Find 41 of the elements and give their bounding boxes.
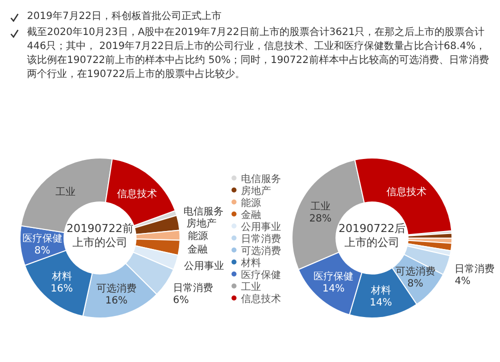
legend-label: 可选消费 — [241, 245, 281, 257]
data-label: 14% — [322, 283, 345, 294]
slice-label: 材料 — [370, 284, 391, 296]
slice-label: 能源 — [188, 230, 208, 242]
data-label: 8% — [407, 278, 424, 290]
slice-label: 可选消费 — [96, 282, 136, 295]
slice-label: 电信服务 — [184, 206, 224, 218]
slice-label: 材料 — [50, 270, 72, 283]
data-label: 8% — [34, 246, 50, 257]
slice-label: 公用事业 — [184, 260, 224, 272]
legend-label: 日常消费 — [241, 233, 281, 245]
legend-label: 能源 — [241, 197, 261, 209]
slice-label: 日常消费 — [454, 263, 495, 276]
legend-label: 医疗保健 — [241, 269, 281, 281]
legend-label: 电信服务 — [241, 173, 281, 185]
slice-label: 日常消费 — [172, 282, 213, 294]
text: 截至2020年10月23日，A股中在2019年7月22日前上市的股票合计3621只，在那之后上市的股票合计446只；其中， 2019年7月22日后上市的公司行业，信息技术、工业和医疗保健数量占比合计68.4%，该比例在190722前上市的样本中占比约 50%；同时，190722前样本中占比较高的可选消费、日常消费两个行业，在190722后上市的股票中占比较少。 — [27, 26, 490, 82]
data-label: 16% — [105, 296, 128, 307]
data-label: 16% — [50, 284, 73, 295]
legend-label: 金融 — [241, 209, 261, 221]
slice-label: 金融 — [187, 244, 208, 256]
text: 20190722前上市的公司 — [66, 222, 134, 249]
legend-label: 房地产 — [241, 185, 271, 197]
legend-label: 工业 — [241, 281, 261, 293]
text: 2019年7月22日，科创板首批公司正式上市 — [27, 10, 222, 24]
slice-label: 工业 — [310, 200, 330, 212]
slice-label: 信息技术 — [386, 186, 426, 198]
slice-label: 房地产 — [186, 218, 216, 230]
legend-label: 公用事业 — [241, 221, 281, 233]
data-label: 28% — [309, 213, 332, 224]
slice-label: 工业 — [56, 186, 76, 198]
text: 20190722后上市的公司 — [338, 222, 406, 249]
legend-label: 信息技术 — [241, 293, 281, 305]
slice-label: 信息技术 — [116, 188, 157, 200]
data-label: 14% — [370, 297, 392, 308]
data-label: 4% — [454, 276, 471, 288]
slice-label: 医疗保健 — [313, 270, 354, 282]
slice-label: 医疗保健 — [22, 232, 62, 245]
legend-label: 材料 — [240, 257, 261, 269]
data-label: 6% — [172, 295, 189, 306]
slice-label: 可选消费 — [395, 266, 436, 278]
